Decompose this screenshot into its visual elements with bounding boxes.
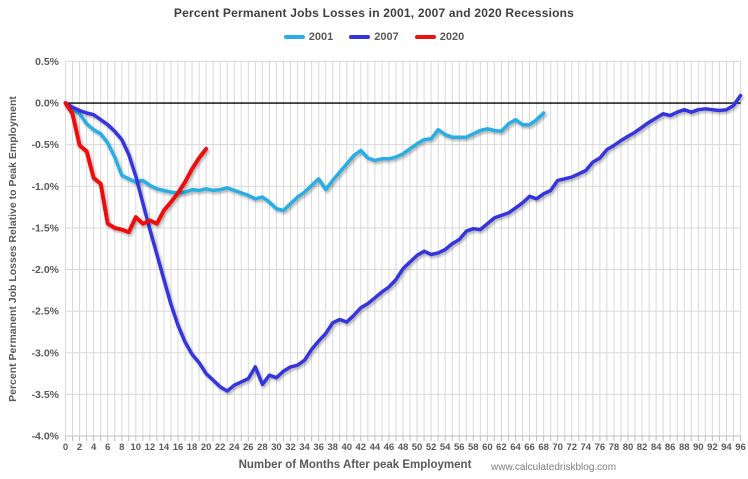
- chart-title: Percent Permanent Jobs Losses in 2001, 2…: [173, 6, 575, 20]
- x-tick-label: 62: [496, 442, 507, 453]
- x-tick-label: 22: [215, 442, 226, 453]
- x-tick-label: 18: [187, 442, 198, 453]
- y-tick-label: 0.5%: [35, 56, 60, 68]
- x-tick-label: 4: [91, 442, 97, 453]
- series-line-2020: [63, 101, 209, 235]
- x-tick-label: 56: [454, 442, 465, 453]
- legend-swatch-2007: [349, 35, 371, 39]
- x-tick-label: 58: [468, 442, 479, 453]
- x-tick-label: 48: [398, 442, 409, 453]
- x-tick-label: 88: [679, 442, 690, 453]
- watermark-url: www.calculatedriskblog.com: [491, 462, 617, 473]
- x-tick-label: 38: [327, 442, 338, 453]
- x-tick-label: 52: [426, 442, 437, 453]
- y-axis-title: Percent Permanent Job Losses Relative to…: [7, 96, 19, 402]
- y-tick-label: -0.5%: [32, 139, 60, 151]
- x-tick-label: 60: [482, 442, 493, 453]
- x-tick-label: 86: [665, 442, 676, 453]
- x-tick-label: 42: [356, 442, 367, 453]
- chart-legend: 2001 2007 2020: [0, 31, 748, 43]
- series-line-2001: [63, 101, 546, 213]
- x-tick-label: 34: [299, 442, 310, 453]
- legend-label-2007: 2007: [374, 31, 399, 43]
- x-tick-label: 64: [510, 442, 521, 453]
- x-tick-label: 44: [370, 442, 381, 453]
- legend-swatch-2001: [283, 35, 305, 39]
- x-tick-label: 14: [159, 442, 170, 453]
- x-tick-label: 36: [313, 442, 324, 453]
- x-tick-label: 96: [735, 442, 746, 453]
- x-tick-label: 80: [623, 442, 634, 453]
- gridlines: [65, 60, 741, 437]
- tick-labels: 0.5% 0.0% -0.5% -1.0% -1.5% -2.0% -2.5% -3.0% -3…: [32, 56, 746, 453]
- x-tick-label: 46: [384, 442, 395, 453]
- x-tick-label: 6: [105, 442, 110, 453]
- x-tick-label: 30: [271, 442, 282, 453]
- x-tick-label: 76: [595, 442, 606, 453]
- y-tick-label: 0.0%: [35, 98, 60, 110]
- x-tick-label: 72: [566, 442, 577, 453]
- y-tick-label: -4.0%: [32, 431, 60, 443]
- x-tick-label: 32: [285, 442, 296, 453]
- y-tick-label: -1.0%: [32, 181, 60, 193]
- x-tick-label: 10: [131, 442, 142, 453]
- legend-item-2001: 2001: [283, 31, 334, 43]
- x-tick-label: 26: [243, 442, 254, 453]
- x-tick-label: 2: [77, 442, 82, 453]
- x-axis-title: Number of Months After peak Employment: [238, 459, 472, 471]
- x-tick-label: 78: [609, 442, 620, 453]
- x-tick-label: 68: [538, 442, 549, 453]
- y-tick-label: -1.5%: [32, 222, 60, 234]
- legend-label-2020: 2020: [439, 31, 465, 43]
- series-lines: [63, 93, 743, 393]
- x-tick-label: 20: [201, 442, 212, 453]
- x-tick-label: 94: [721, 442, 732, 453]
- x-tick-label: 66: [524, 442, 535, 453]
- y-tick-label: -2.0%: [32, 264, 60, 276]
- x-tick-label: 90: [693, 442, 704, 453]
- x-tick-label: 16: [173, 442, 184, 453]
- x-tick-label: 74: [581, 442, 592, 453]
- series-line-2007: [63, 93, 743, 393]
- x-tick-label: 12: [145, 442, 156, 453]
- x-tick-label: 92: [707, 442, 718, 453]
- y-tick-label: -3.0%: [32, 347, 60, 359]
- x-tick-label: 8: [119, 442, 124, 453]
- x-tick-label: 28: [257, 442, 268, 453]
- legend-label-2001: 2001: [308, 31, 334, 43]
- axes: [65, 102, 741, 441]
- x-tick-label: 84: [651, 442, 662, 453]
- x-tick-label: 70: [552, 442, 563, 453]
- legend-swatch-2020: [414, 35, 436, 39]
- x-tick-label: 50: [412, 442, 423, 453]
- x-tick-label: 0: [63, 442, 68, 453]
- legend-item-2020: 2020: [414, 31, 465, 43]
- x-tick-label: 54: [440, 442, 451, 453]
- x-tick-label: 40: [341, 442, 352, 453]
- y-tick-label: -3.5%: [32, 389, 60, 401]
- y-tick-label: -2.5%: [32, 306, 60, 318]
- legend-item-2007: 2007: [349, 31, 399, 43]
- x-tick-label: 82: [637, 442, 648, 453]
- x-tick-label: 24: [229, 442, 240, 453]
